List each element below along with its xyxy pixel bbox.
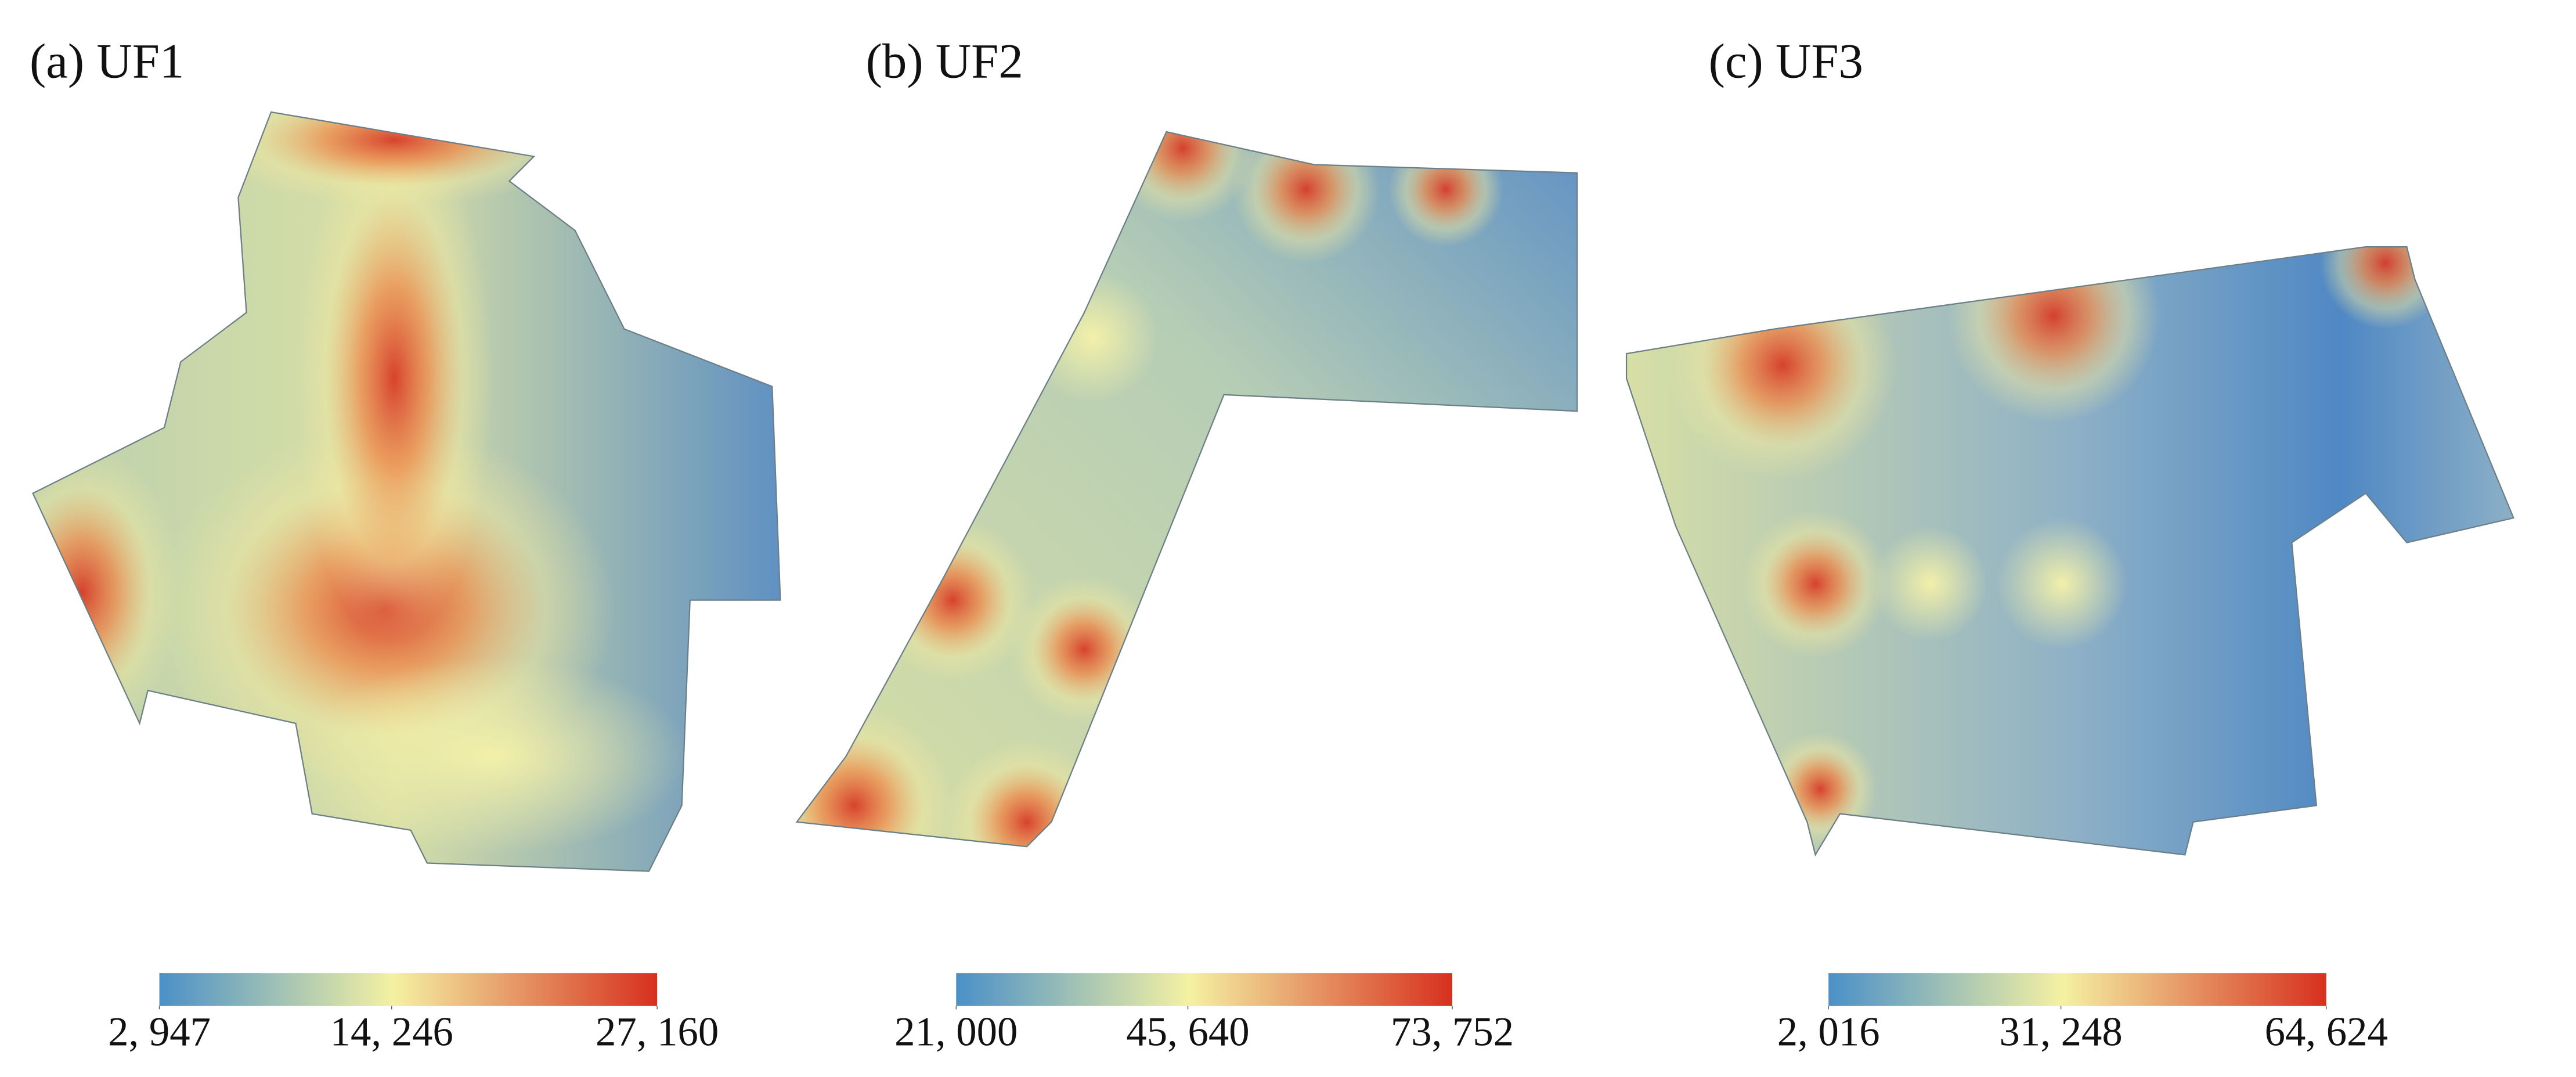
colorbar-tick-label: 2, 947	[108, 1010, 211, 1055]
map-c	[1625, 246, 2515, 857]
colorbar-tick-label: 64, 624	[2265, 1010, 2388, 1055]
colorbar-tick-label: 45, 640	[1126, 1010, 1249, 1055]
panel-title: (a) UF1	[30, 34, 184, 89]
panel-title: (b) UF2	[866, 34, 1023, 89]
colorbar	[1828, 973, 2326, 1006]
colorbar-tick-label: 21, 000	[894, 1010, 1018, 1055]
colorbar-tick-label: 73, 752	[1391, 1010, 1514, 1055]
colorbar-tick-label: 14, 246	[330, 1010, 453, 1055]
map-a	[32, 111, 781, 872]
colorbar-tick-label: 27, 160	[596, 1010, 719, 1055]
panel-title: (c) UF3	[1709, 34, 1863, 89]
colorbar-tick-label: 2, 016	[1777, 1010, 1880, 1055]
colorbar	[956, 973, 1453, 1006]
map-b	[795, 131, 1578, 848]
colorbar	[159, 973, 658, 1006]
colorbar-tick-label: 31, 248	[1999, 1010, 2122, 1055]
